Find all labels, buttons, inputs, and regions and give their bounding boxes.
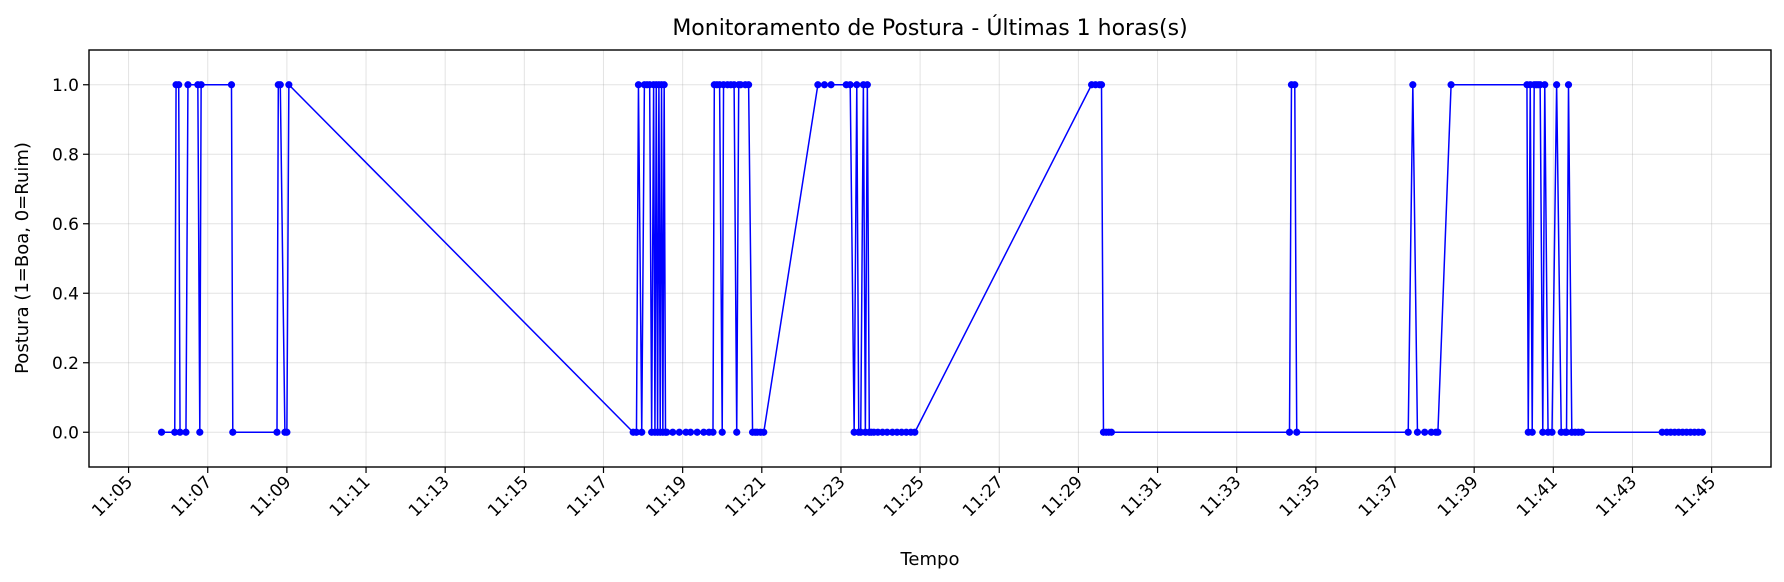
y-tick-label: 0.2	[52, 354, 79, 374]
data-point	[1434, 428, 1442, 436]
data-point	[1564, 81, 1573, 89]
data-point	[1562, 428, 1571, 436]
x-tick-label: 11:05	[88, 472, 137, 521]
series-layer	[157, 81, 1706, 436]
data-point	[814, 81, 822, 89]
x-tick-label: 11:11	[326, 472, 375, 521]
data-point	[273, 428, 281, 436]
data-point	[229, 428, 237, 436]
x-axis-label: Tempo	[900, 549, 960, 570]
gridlines	[89, 50, 1771, 467]
data-point	[1409, 81, 1417, 89]
x-tick-label: 11:25	[880, 472, 929, 521]
data-point	[1698, 428, 1706, 436]
data-point	[1421, 428, 1429, 436]
data-point	[675, 428, 683, 436]
y-tick-label: 1.0	[52, 76, 79, 96]
y-tick-label: 0.0	[52, 423, 79, 443]
chart-title: Monitoramento de Postura - Últimas 1 hor…	[672, 15, 1187, 41]
x-tick-label: 11:43	[1592, 472, 1641, 521]
data-point	[718, 428, 726, 436]
data-point	[686, 428, 695, 436]
data-point	[283, 428, 291, 436]
data-point	[1285, 428, 1294, 436]
data-point	[1291, 81, 1299, 89]
x-tick-label: 11:13	[405, 472, 454, 521]
y-tick-label: 0.4	[52, 284, 79, 304]
data-point	[883, 428, 891, 436]
data-point	[176, 428, 184, 436]
data-point	[745, 81, 753, 89]
data-point	[1541, 81, 1549, 89]
x-tick-label: 11:29	[1038, 472, 1087, 521]
data-point	[632, 428, 641, 436]
x-tick-label: 11:35	[1276, 472, 1325, 521]
series-line	[161, 84, 1703, 433]
y-axis-label: Postura (1=Boa, 0=Ruim)	[12, 142, 33, 374]
y-axis: 0.0 0.2 0.4 0.6 0.8 1.0	[52, 76, 89, 443]
data-point	[827, 81, 835, 89]
data-point	[911, 428, 919, 436]
x-tick-label: 11:41	[1513, 472, 1562, 521]
data-point	[1293, 428, 1301, 436]
data-point	[669, 428, 677, 436]
x-tick-label: 11:27	[959, 472, 1008, 521]
data-point	[1553, 81, 1561, 89]
x-tick-label: 11:07	[167, 472, 216, 521]
data-point	[1548, 428, 1556, 436]
data-point	[700, 428, 708, 436]
data-point	[709, 428, 717, 436]
data-point	[276, 81, 284, 89]
y-tick-label: 0.8	[52, 145, 79, 165]
data-point	[1413, 428, 1422, 436]
data-point	[1578, 428, 1586, 436]
data-point	[760, 428, 768, 436]
x-tick-label: 11:31	[1117, 472, 1166, 521]
data-point	[175, 81, 183, 89]
data-point	[638, 428, 646, 436]
data-point	[1107, 428, 1115, 436]
x-tick-label: 11:39	[1434, 472, 1483, 521]
y-tick-label: 0.6	[52, 215, 79, 235]
x-tick-label: 11:33	[1196, 472, 1245, 521]
x-axis: 11:05 11:07 11:09 11:11 11:13 11:15 11:17 11:19…	[88, 467, 1720, 521]
data-point	[733, 428, 741, 436]
plot-frame	[88, 49, 1772, 468]
data-point	[1447, 81, 1455, 89]
data-point	[182, 428, 190, 436]
x-tick-label: 11:21	[722, 472, 771, 521]
data-point	[846, 81, 854, 89]
x-tick-label: 11:37	[1355, 472, 1404, 521]
data-point	[863, 81, 871, 89]
data-point	[1528, 428, 1536, 436]
x-tick-label: 11:45	[1671, 472, 1720, 521]
data-point	[171, 428, 179, 436]
data-point	[693, 428, 701, 436]
x-tick-label: 11:15	[484, 472, 533, 521]
data-point	[634, 81, 643, 89]
data-point	[853, 81, 861, 89]
data-point	[660, 81, 668, 89]
data-point	[196, 428, 204, 436]
x-tick-label: 11:19	[642, 472, 691, 521]
x-tick-label: 11:23	[801, 472, 850, 521]
x-tick-label: 11:17	[563, 472, 612, 521]
data-point	[157, 428, 166, 436]
data-point	[197, 81, 205, 89]
data-point	[285, 81, 293, 89]
data-point	[1097, 81, 1106, 89]
data-point	[184, 81, 192, 89]
data-point	[1539, 428, 1547, 436]
x-tick-label: 11:09	[247, 472, 296, 521]
data-point	[820, 81, 829, 89]
data-point	[663, 428, 671, 436]
data-point	[227, 81, 236, 89]
data-point	[1404, 428, 1412, 436]
